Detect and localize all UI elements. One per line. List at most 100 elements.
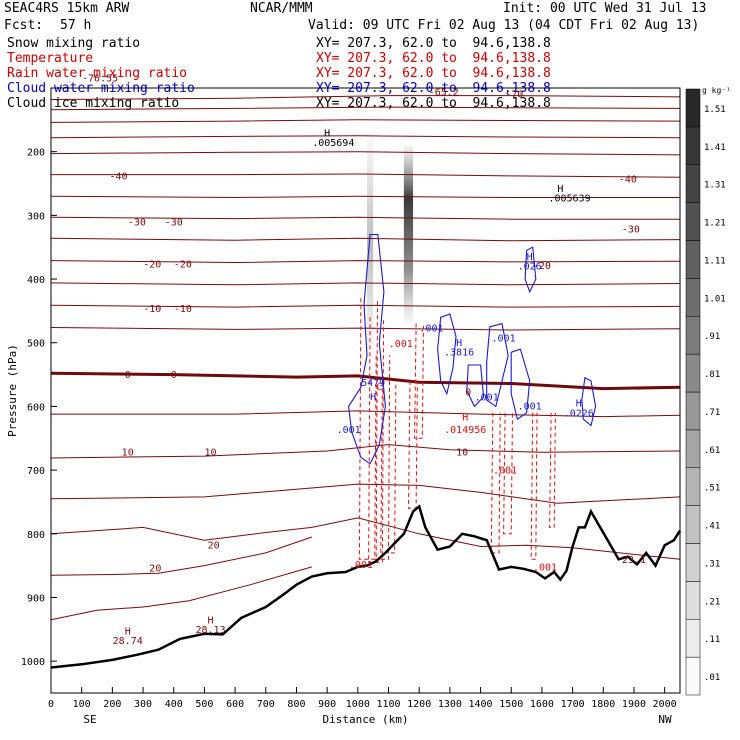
temperature-label: -20 [533,261,551,272]
cloud-water-contour [348,233,386,465]
x-tick-label: 1400 [469,699,493,710]
rain-contour [490,412,501,554]
colorbar-label: .61 [704,446,720,456]
rain-contour [530,412,538,560]
cloud-water-label: H [456,338,462,349]
temperature-label: -10 [143,304,161,315]
cloud-water-contour [510,348,531,421]
temperature-label: 0 [171,370,177,381]
isotherm [50,260,681,264]
x-tick-label: 100 [73,699,91,710]
y-tick-label: 500 [27,339,45,350]
x-tick-label: 700 [257,699,275,710]
temperature-label: 10 [122,447,134,458]
colorbar-label: 1.01 [704,294,726,304]
colorbar-label: .71 [704,408,720,418]
isotherm [50,517,681,560]
rain-label: C [376,382,382,393]
snow-label: .005694 [312,138,354,149]
fcst-label: Fcst: [4,18,44,33]
isotherm [50,304,681,308]
temperature-label: -30 [622,225,640,236]
isotherm [50,566,312,621]
isotherm [50,237,681,242]
temperature-label: -20 [174,260,192,271]
temperature-label: -10 [174,304,192,315]
plot-frame [50,87,681,694]
isotherm [51,173,681,178]
isotherm [50,536,312,576]
x-tick-label: 1100 [376,699,400,710]
cloud-water-label: .001 [492,333,516,344]
isotherm [50,282,681,286]
temperature-label: -70 [505,90,523,101]
isotherm [51,410,681,418]
x-tick-label: 1700 [561,699,585,710]
x-tick-label: 1500 [499,699,523,710]
x-tick-label: 1800 [591,699,615,710]
cloud-water-label: .001 [337,425,361,436]
temperature-label: 10 [205,447,217,458]
legend-xy-temperature: XY= 207.3, 62.0 to 94.6,138.8 [316,51,551,66]
isotherm [50,444,681,459]
colorbar-segment [685,543,701,582]
snow-column-secondary [367,132,374,356]
temperature-label: -40 [109,172,127,183]
colorbar-segment [685,353,701,393]
temperature-label: 20 [208,540,220,551]
surface-temperature-label: H [208,616,214,627]
colorbar-segment [685,619,701,658]
temperature-label: -65.2 [429,88,459,99]
colorbar-label: .21 [704,597,720,607]
rain-label: .001 [493,465,517,476]
x-tick-label: 900 [318,699,336,710]
x-tick-label: 800 [287,699,305,710]
isotherm [50,135,681,139]
y-axis-label: Pressure (hPa) [6,344,19,437]
colorbar-segment [685,429,701,468]
colorbar-segment [685,278,701,317]
x-tick-label: 1600 [530,699,554,710]
init-time: Init: 00 UTC Wed 31 Jul 13 [503,1,707,16]
colorbar-segment [685,391,701,431]
rain-label: .001 [533,563,557,574]
colorbar-segment [685,88,701,128]
legend-label-rain: Rain water mixing ratio [7,66,188,81]
temperature-label: -76.55 [82,74,118,85]
colorbar-segment [685,581,701,620]
isotherm [50,327,681,331]
y-tick-label: 200 [27,148,45,159]
rain-contour [549,412,556,528]
x-tick-label: 1900 [622,699,646,710]
valid-time: Valid: 09 UTC Fri 02 Aug 13 (04 CDT Fri … [308,18,700,33]
x-tick-label: 2000 [653,699,677,710]
cloud-water-contour [524,246,537,294]
temperature-label: -40 [619,174,637,185]
colorbar-segment [685,202,701,241]
x-tick-label: 200 [103,699,121,710]
colorbar-label: 1.41 [704,143,726,153]
colorbar-segment [685,467,701,506]
y-tick-label: 700 [27,466,45,477]
isotherm [50,483,681,504]
isotherm-0 [50,371,681,391]
cloud-water-label: .001 [475,393,499,404]
surface-temperature-label: 28.74 [113,636,143,647]
colorbar-segment [685,316,701,355]
cloud-water-label: H [370,392,376,403]
x-tick-label: 0 [48,699,54,710]
legend-xy-rain: XY= 207.3, 62.0 to 94.6,138.8 [316,66,551,81]
colorbar-label: .41 [704,522,720,532]
x-tick-label: 400 [165,699,183,710]
surface-temperature-label: H [125,626,131,637]
rain-contour [374,355,391,560]
colorbar-label: .81 [704,370,720,380]
x-tick-label: 1000 [346,699,370,710]
snow-column-main [403,145,414,324]
rain-contour [503,412,513,535]
isotherm [50,216,680,220]
colorbar-label: 1.11 [704,256,726,266]
temperature-label: -30 [128,218,146,229]
y-tick-label: 400 [27,275,45,286]
